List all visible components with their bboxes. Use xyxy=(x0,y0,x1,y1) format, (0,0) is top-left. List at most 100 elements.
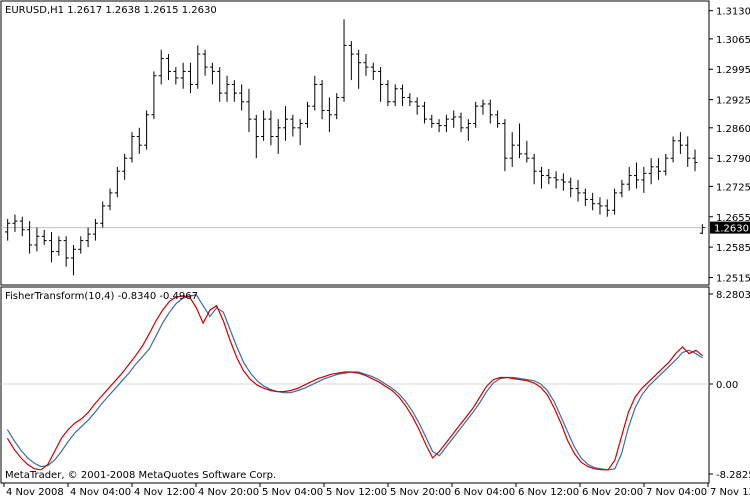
time-axis-label: 7 Nov 12:00 xyxy=(710,487,750,498)
ohlc-bar xyxy=(443,114,449,133)
ohlc-bar xyxy=(348,41,354,81)
ohlc-bar xyxy=(670,136,676,163)
ohlc-bar xyxy=(436,119,442,133)
ohlc-bar xyxy=(56,236,62,256)
ohlc-bar xyxy=(283,106,289,141)
ohlc-bar xyxy=(158,49,164,85)
ohlc-bar xyxy=(334,93,340,120)
ohlc-bar xyxy=(144,110,150,150)
ohlc-bar xyxy=(19,216,25,237)
ohlc-bar xyxy=(524,140,530,163)
ohlc-bar xyxy=(195,45,201,89)
ohlc-bars xyxy=(5,19,705,276)
ohlc-bar xyxy=(312,75,318,111)
ohlc-bar xyxy=(166,54,172,81)
ohlc-bar xyxy=(655,158,661,180)
ohlc-bar xyxy=(297,119,303,146)
ohlc-bar xyxy=(70,244,76,276)
time-axis-label: 4 Nov 12:00 xyxy=(134,487,195,498)
ohlc-bar xyxy=(480,99,486,115)
ohlc-bar xyxy=(246,88,252,133)
time-axis-label: 6 Nov 12:00 xyxy=(518,487,579,498)
ohlc-bar xyxy=(400,84,406,107)
ohlc-bar xyxy=(231,80,237,102)
time-axis-label: 4 Nov 2008 xyxy=(6,487,64,498)
fisher-lines xyxy=(6,294,703,471)
ohlc-bar xyxy=(568,177,574,198)
ohlc-bar xyxy=(677,132,683,154)
time-axis-label: 7 Nov 04:00 xyxy=(646,487,707,498)
ohlc-bar xyxy=(268,110,274,146)
time-axis-label: 5 Nov 20:00 xyxy=(390,487,451,498)
main-chart-header: EURUSD,H1 1.2617 1.2638 1.2615 1.2630 xyxy=(5,5,217,16)
ohlc-bar xyxy=(582,188,588,206)
ohlc-bar xyxy=(114,166,120,198)
indicator-header: FisherTransform(10,4) -0.8340 -0.4967 xyxy=(5,291,198,302)
indicator-axis[interactable]: 8.2803 0.00 -8.2825 xyxy=(709,290,750,481)
ohlc-bar xyxy=(509,132,515,167)
ohlc-bar xyxy=(421,101,427,124)
price-axis-label: 1.2585 xyxy=(716,243,750,254)
ohlc-bar xyxy=(378,67,384,102)
current-price-label: 1.2630 xyxy=(714,224,749,235)
ohlc-bar xyxy=(634,162,640,189)
fisher-series-fisher xyxy=(6,295,703,471)
ohlc-bar xyxy=(473,101,479,128)
ohlc-bar xyxy=(604,199,610,217)
ohlc-bar xyxy=(553,171,559,189)
ohlc-bar xyxy=(648,158,654,185)
ohlc-bar xyxy=(129,132,135,163)
ohlc-bar xyxy=(49,231,55,263)
indicator-panel[interactable] xyxy=(0,286,710,484)
ohlc-bar xyxy=(597,197,603,215)
ohlc-bar xyxy=(407,93,413,107)
ohlc-bar xyxy=(546,169,552,185)
ohlc-bar xyxy=(517,123,523,159)
ohlc-bar xyxy=(136,127,142,154)
ohlc-bar xyxy=(187,62,193,94)
ohlc-bar xyxy=(641,166,647,193)
price-axis-label: 1.3130 xyxy=(716,7,750,18)
price-axis-label: 1.2515 xyxy=(716,273,750,284)
indicator-axis-label: 0.00 xyxy=(716,380,738,391)
ohlc-bar xyxy=(92,218,98,241)
ohlc-bar xyxy=(78,236,84,254)
ohlc-bar xyxy=(685,136,691,167)
ohlc-bar xyxy=(63,236,69,267)
ohlc-bar xyxy=(626,166,632,191)
ohlc-bar xyxy=(173,67,179,85)
ohlc-bar xyxy=(239,84,245,111)
price-axis-label: 1.2925 xyxy=(716,96,750,107)
ohlc-bar xyxy=(122,153,128,180)
time-axis-label: 6 Nov 20:00 xyxy=(582,487,643,498)
ohlc-bar xyxy=(85,227,91,248)
ohlc-bar xyxy=(385,80,391,107)
ohlc-bar xyxy=(34,227,40,252)
copyright-text: MetaTrader, © 2001-2008 MetaQuotes Softw… xyxy=(5,470,276,481)
price-axis-label: 1.2790 xyxy=(716,154,750,165)
current-price-label-bg xyxy=(710,221,750,234)
ohlc-bar xyxy=(224,75,230,102)
time-axis[interactable]: 4 Nov 2008 4 Nov 04:00 4 Nov 12:00 4 Nov 20… xyxy=(3,483,750,498)
price-axis[interactable]: 1.3130 1.3065 1.2995 1.2925 1.2860 1.2790 1.27… xyxy=(709,7,750,285)
ohlc-bar xyxy=(319,80,325,120)
ohlc-bar xyxy=(275,119,281,154)
ohlc-bar xyxy=(590,192,596,211)
ohlc-bar xyxy=(209,62,215,85)
ohlc-bar xyxy=(619,179,625,198)
ohlc-bar xyxy=(495,110,501,128)
ohlc-bar xyxy=(253,114,259,159)
ohlc-bar xyxy=(663,153,669,176)
price-axis-label: 1.2995 xyxy=(716,65,750,76)
ohlc-bar xyxy=(261,110,267,141)
ohlc-bar xyxy=(392,84,398,107)
ohlc-bar xyxy=(356,49,362,89)
ohlc-bar xyxy=(465,119,471,141)
ohlc-bar xyxy=(12,214,18,232)
ohlc-bar xyxy=(451,110,457,128)
time-axis-label: 5 Nov 04:00 xyxy=(262,487,323,498)
main-chart-panel[interactable] xyxy=(0,0,710,286)
ohlc-bar xyxy=(5,218,11,241)
